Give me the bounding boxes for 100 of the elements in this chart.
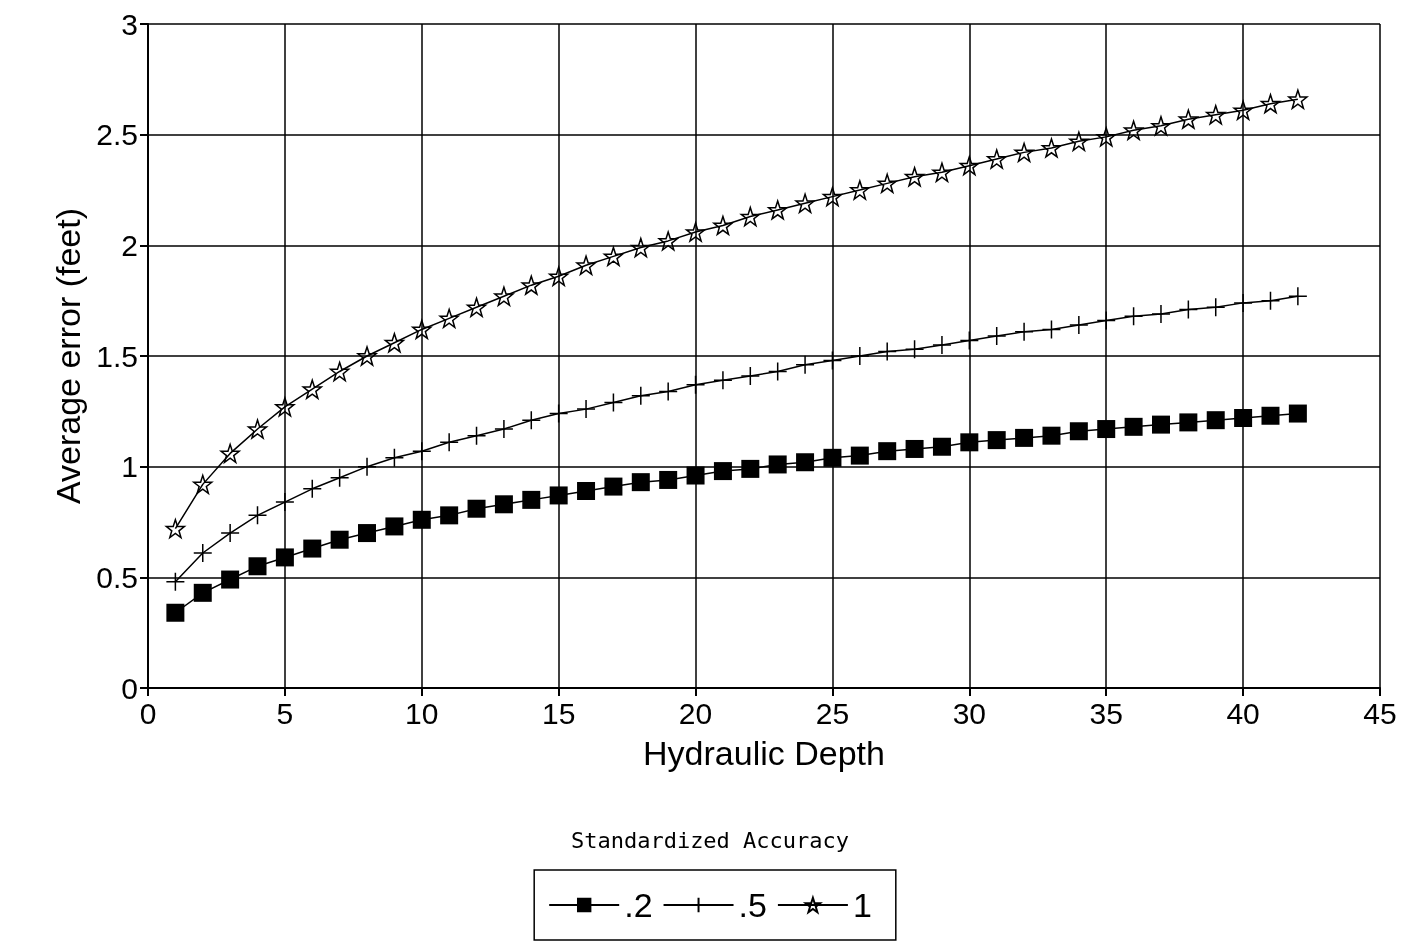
point bbox=[794, 191, 815, 215]
point bbox=[221, 570, 240, 589]
point bbox=[604, 477, 623, 496]
point bbox=[960, 433, 979, 452]
point bbox=[1233, 100, 1253, 121]
point bbox=[193, 474, 213, 495]
legend-label: .5 bbox=[738, 886, 767, 924]
point bbox=[713, 462, 732, 481]
point bbox=[275, 548, 294, 567]
y-tick-label: 1 bbox=[121, 450, 138, 484]
point bbox=[631, 473, 650, 492]
point bbox=[767, 200, 788, 220]
x-axis-title: Hydraulic Depth bbox=[643, 734, 885, 772]
point bbox=[1097, 420, 1116, 439]
y-tick-label: 1.5 bbox=[96, 339, 138, 373]
point bbox=[905, 439, 924, 458]
point bbox=[1151, 116, 1171, 136]
point bbox=[1096, 127, 1116, 147]
point bbox=[931, 160, 953, 184]
point bbox=[1206, 411, 1225, 430]
point bbox=[631, 237, 651, 258]
point bbox=[986, 149, 1007, 169]
point bbox=[1261, 406, 1280, 425]
point bbox=[439, 308, 459, 329]
x-tick-label: 5 bbox=[276, 696, 294, 730]
point bbox=[247, 419, 268, 439]
point bbox=[330, 530, 349, 549]
point bbox=[522, 490, 541, 509]
point bbox=[850, 446, 869, 465]
point bbox=[1069, 131, 1089, 152]
x-tick-label: 20 bbox=[678, 696, 713, 730]
point bbox=[165, 518, 186, 539]
point bbox=[959, 155, 980, 176]
point bbox=[932, 437, 951, 456]
point bbox=[220, 443, 240, 464]
point bbox=[1179, 413, 1198, 432]
point bbox=[713, 215, 733, 236]
point bbox=[384, 332, 405, 353]
point bbox=[1178, 109, 1199, 129]
point bbox=[850, 180, 870, 200]
point bbox=[1260, 93, 1281, 114]
point bbox=[1124, 417, 1143, 436]
point bbox=[1205, 105, 1226, 125]
y-tick-label: 3 bbox=[121, 7, 138, 41]
point bbox=[549, 486, 568, 505]
point bbox=[166, 603, 185, 622]
point bbox=[987, 431, 1006, 450]
x-tick-label: 25 bbox=[815, 696, 850, 730]
point bbox=[1288, 89, 1308, 109]
point bbox=[466, 297, 487, 318]
point bbox=[412, 319, 432, 340]
point bbox=[659, 470, 678, 489]
x-tick-label: 35 bbox=[1089, 696, 1123, 730]
point bbox=[1014, 142, 1034, 163]
y-tick-label: 0.5 bbox=[96, 560, 138, 594]
point bbox=[822, 186, 843, 207]
legend-label: 1 bbox=[852, 886, 872, 924]
point bbox=[248, 557, 267, 576]
point bbox=[358, 524, 377, 543]
point bbox=[1042, 426, 1061, 445]
point bbox=[740, 206, 761, 227]
point bbox=[577, 482, 596, 501]
x-tick-label: 15 bbox=[541, 696, 576, 730]
point bbox=[467, 499, 486, 518]
point bbox=[878, 442, 897, 461]
point bbox=[440, 506, 459, 525]
point bbox=[1151, 415, 1170, 434]
point bbox=[686, 466, 705, 485]
point bbox=[494, 495, 513, 514]
point bbox=[768, 455, 787, 474]
point bbox=[1041, 138, 1062, 158]
x-tick-label: 40 bbox=[1226, 696, 1260, 730]
point bbox=[193, 583, 212, 602]
y-tick-label: 2.5 bbox=[96, 118, 138, 152]
point bbox=[548, 266, 569, 287]
point bbox=[357, 346, 377, 366]
y-tick-label: 0 bbox=[121, 671, 138, 705]
point bbox=[412, 510, 431, 529]
point bbox=[385, 517, 404, 536]
legend-label: .2 bbox=[624, 886, 653, 924]
point bbox=[685, 222, 706, 242]
point bbox=[576, 255, 596, 275]
point bbox=[1288, 404, 1307, 423]
point bbox=[521, 275, 542, 295]
point bbox=[303, 539, 322, 558]
point bbox=[275, 397, 295, 417]
point bbox=[823, 448, 842, 467]
y-tick-label: 2 bbox=[121, 228, 138, 262]
legend-title: Standardized Accuracy bbox=[570, 827, 850, 853]
point bbox=[329, 361, 350, 382]
x-tick-label: 10 bbox=[405, 696, 439, 730]
point bbox=[302, 379, 323, 399]
point bbox=[877, 173, 897, 194]
point bbox=[904, 166, 925, 187]
y-axis-title: Average error (feet) bbox=[49, 207, 88, 505]
point bbox=[1123, 120, 1144, 140]
point bbox=[1234, 408, 1253, 427]
point bbox=[603, 246, 624, 267]
x-tick-label: 30 bbox=[952, 696, 987, 730]
point bbox=[494, 286, 514, 306]
